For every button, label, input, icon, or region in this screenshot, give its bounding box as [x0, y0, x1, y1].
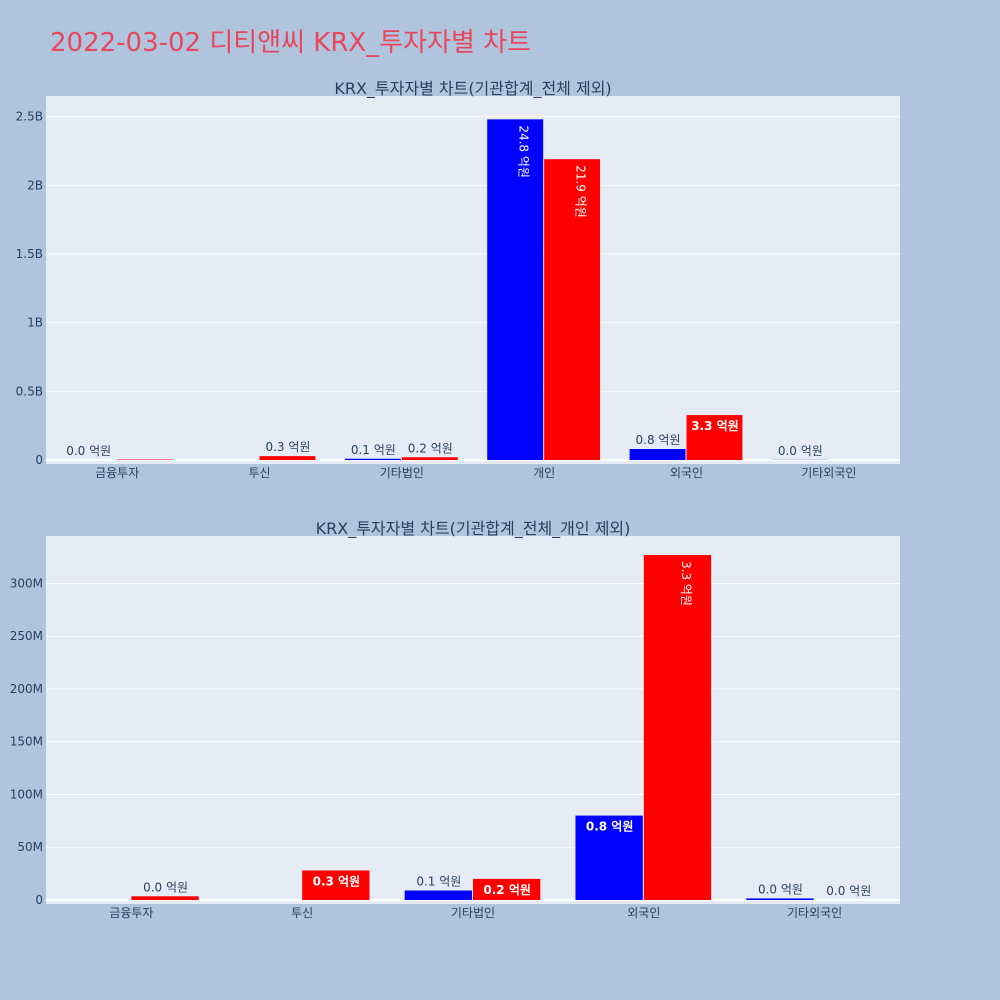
data-label: 24.8 억원 — [517, 125, 531, 178]
x-tick-label: 금융투자 — [109, 906, 153, 920]
bar — [686, 415, 743, 460]
data-label: 0.1 억원 — [416, 875, 461, 889]
data-label: 0.0 억원 — [66, 444, 111, 458]
y-tick-label: 250M — [10, 629, 43, 643]
x-tick-label: 외국인 — [670, 466, 703, 480]
y-tick-label: 200M — [10, 682, 43, 696]
chart-title: KRX_투자자별 차트(기관합계_전체 제외) — [334, 79, 611, 99]
bar — [473, 878, 541, 900]
data-label: 0.1 억원 — [351, 443, 396, 457]
y-tick-label: 1B — [27, 316, 43, 330]
y-tick-label: 0 — [35, 893, 43, 907]
y-tick-label: 300M — [10, 576, 43, 590]
plot-area — [46, 96, 900, 464]
x-tick-label: 기타외국인 — [801, 466, 856, 480]
y-tick-label: 150M — [10, 735, 43, 749]
bar — [544, 159, 601, 460]
data-label: 0.2 억원 — [483, 883, 531, 897]
y-tick-label: 50M — [17, 840, 43, 854]
y-tick-label: 100M — [10, 787, 43, 801]
chart-2: 0 50M 100M 150M 200M 250M 300M KRX_투자자별 차트(기관합계… — [10, 519, 900, 920]
x-tick-label: 금융투자 — [95, 466, 139, 480]
data-label: 0.0 억원 — [758, 882, 803, 896]
x-tick-label: 기타법인 — [380, 466, 424, 480]
y-tick-label: 0 — [35, 453, 43, 467]
x-tick-label: 외국인 — [627, 906, 660, 920]
bar — [401, 457, 458, 460]
plot-area — [46, 536, 900, 904]
bar — [487, 119, 544, 460]
x-tick-label: 투신 — [291, 906, 313, 920]
data-label: 21.9 억원 — [574, 165, 588, 218]
data-label: 0.3 억원 — [265, 440, 310, 454]
bar — [746, 898, 814, 900]
data-label: 0.3 억원 — [313, 874, 361, 888]
y-tick-label: 0.5B — [16, 384, 43, 398]
data-label: 0.0 억원 — [143, 880, 188, 894]
y-tick-label: 2B — [27, 178, 43, 192]
x-tick-label: 투신 — [248, 466, 270, 480]
x-tick-label: 개인 — [533, 466, 555, 480]
data-label: 3.3 억원 — [691, 419, 739, 433]
bar — [302, 870, 370, 900]
data-label: 0.0 억원 — [778, 444, 823, 458]
bar — [344, 458, 401, 460]
chart-title: KRX_투자자별 차트(기관합계_전체_개인 제외) — [316, 519, 631, 539]
bar — [131, 896, 199, 900]
bar — [643, 554, 712, 900]
bar — [404, 890, 472, 900]
y-tick-label: 2.5B — [16, 110, 43, 124]
data-label: 0.8 억원 — [586, 820, 634, 834]
x-tick-label: 기타외국인 — [787, 906, 842, 920]
bar — [259, 456, 316, 460]
chart-1: 0 0.5B 1B 1.5B 2B 2.5B KRX_투자자별 차트(기관합계_전체 제외)… — [16, 79, 900, 480]
data-label: 0.8 억원 — [636, 433, 681, 447]
bar — [575, 815, 643, 900]
y-tick-label: 1.5B — [16, 247, 43, 261]
data-label: 0.2 억원 — [408, 441, 453, 455]
page-title: 2022-03-02 디티앤씨 KRX_투자자별 차트 — [50, 28, 532, 58]
data-label: 0.0 억원 — [826, 884, 871, 898]
bar — [629, 449, 686, 460]
data-label: 3.3 억원 — [679, 561, 693, 606]
x-tick-label: 기타법인 — [451, 906, 495, 920]
